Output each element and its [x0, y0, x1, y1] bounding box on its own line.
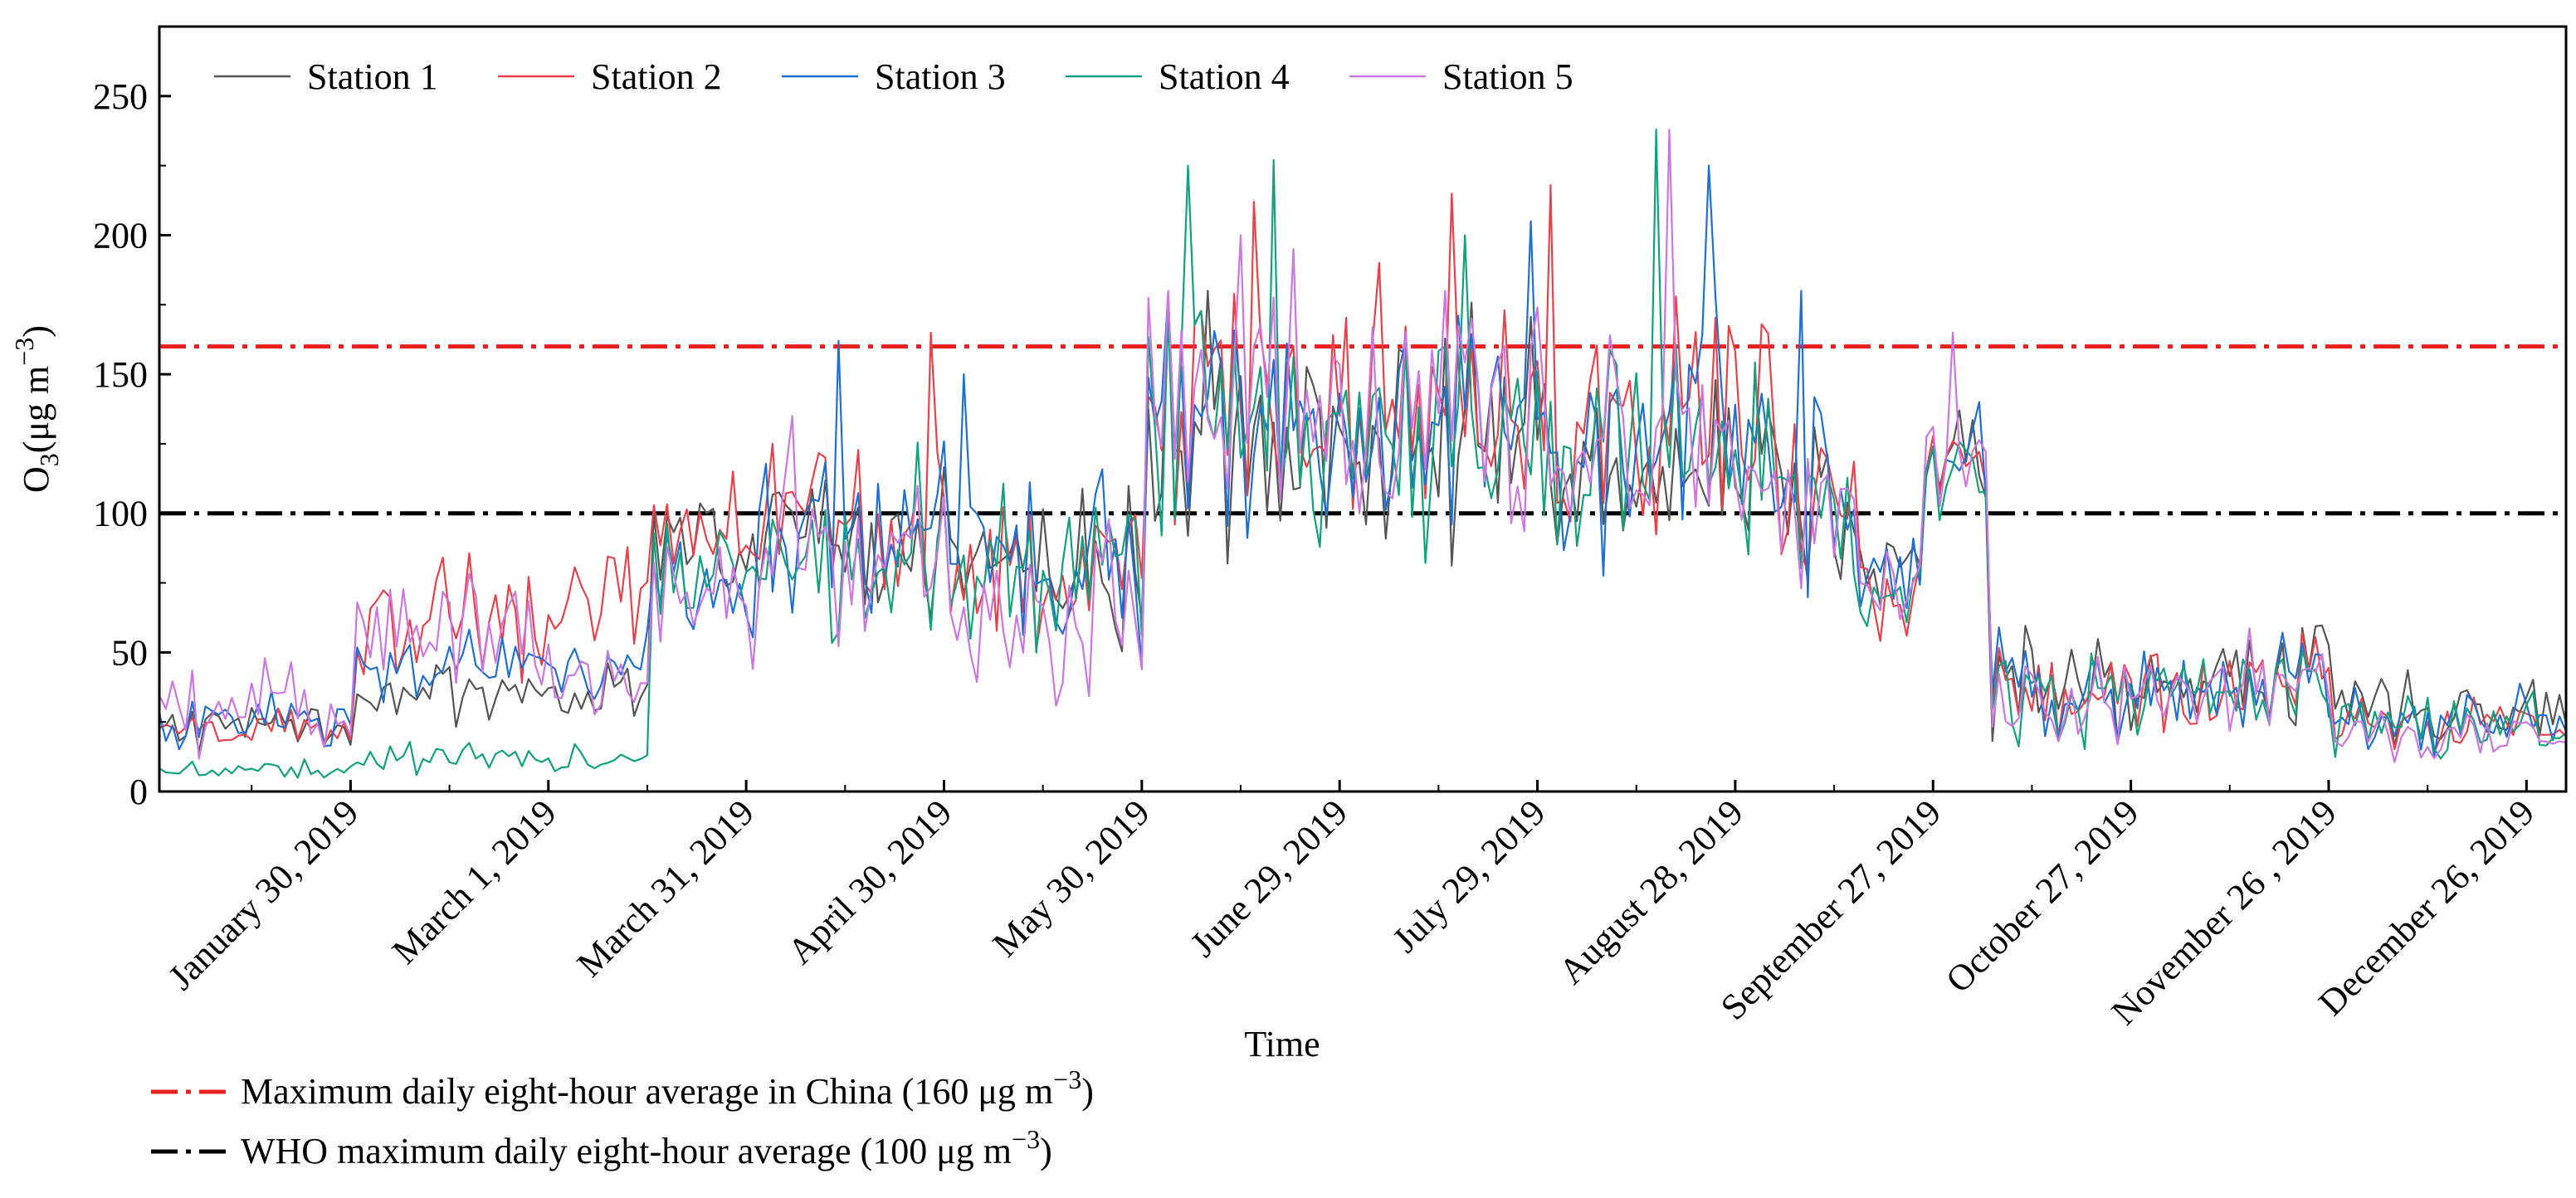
plot-area-frame	[158, 25, 2568, 793]
y-tick-label: 50	[111, 632, 148, 673]
reference-lines	[159, 344, 2566, 516]
series-line-station-1	[159, 290, 2568, 753]
legend-label: Station 2	[591, 56, 722, 97]
legend-label: Station 5	[1442, 56, 1573, 97]
legend-label: Station 1	[307, 56, 438, 97]
legend: Station 1 Station 2 Station 3 Station 4 Stat…	[214, 56, 1573, 97]
legend-label: Station 3	[875, 56, 1006, 97]
y-tick-label: 250	[93, 76, 148, 117]
series-lines	[158, 129, 2568, 779]
y-axis: 0 50 100 150 200 250	[93, 76, 171, 812]
y-tick-label: 0	[129, 772, 148, 812]
series-line-station-3	[158, 164, 2568, 757]
reference-legend-label: WHO maximum daily eight-hour average (10…	[241, 1124, 1052, 1171]
y-tick-label: 100	[93, 494, 148, 534]
reference-legend-label: Maximum daily eight-hour average in Chin…	[241, 1064, 1094, 1112]
legend-label: Station 4	[1159, 56, 1290, 97]
x-axis-title: Time	[1244, 1024, 1320, 1064]
reference-line-legend: Maximum daily eight-hour average in Chin…	[151, 1064, 1094, 1171]
y-tick-label: 150	[93, 354, 148, 395]
y-axis-title: O3(μg m−3)	[9, 325, 64, 493]
series-line-station-5	[159, 129, 2567, 763]
y-tick-label: 200	[93, 215, 148, 256]
series-line-station-4	[159, 129, 2567, 779]
